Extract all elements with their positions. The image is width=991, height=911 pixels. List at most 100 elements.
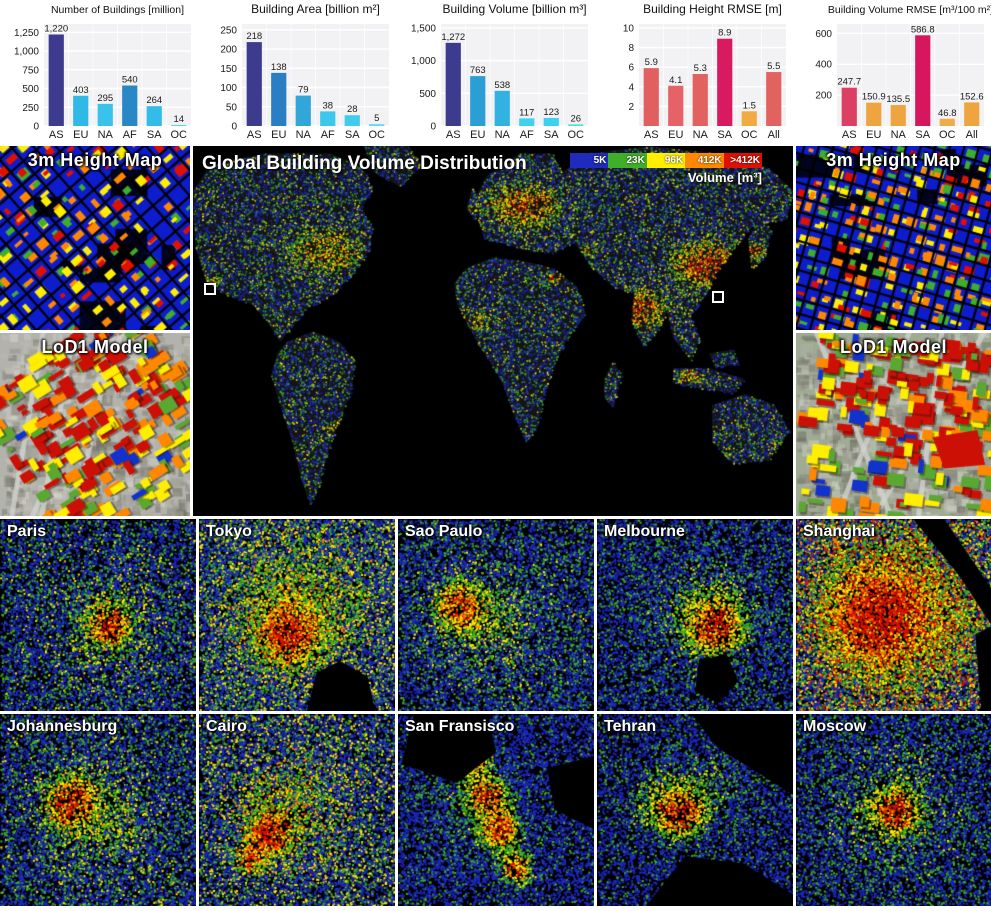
svg-text:295: 295 <box>97 93 113 104</box>
svg-text:4: 4 <box>628 82 634 93</box>
svg-text:Number of Buildings [million]: Number of Buildings [million] <box>51 4 184 16</box>
height-map-panel-right: 3m Height Map <box>796 146 991 330</box>
svg-text:SA: SA <box>717 129 732 141</box>
svg-text:138: 138 <box>271 62 287 73</box>
svg-text:4.1: 4.1 <box>669 75 682 86</box>
svg-text:763: 763 <box>469 65 485 76</box>
svg-text:EU: EU <box>668 129 683 141</box>
city-row-1: Paris Tokyo Sao Paulo Melbourne Shanghai <box>0 519 991 711</box>
svg-text:0: 0 <box>232 122 238 133</box>
svg-text:152.6: 152.6 <box>960 91 984 102</box>
city-panel-shanghai: Shanghai <box>796 519 991 711</box>
svg-text:8: 8 <box>628 43 634 54</box>
svg-text:AF: AF <box>321 129 335 141</box>
svg-text:AS: AS <box>644 129 659 141</box>
city-panel-melbourne: Melbourne <box>597 519 793 711</box>
city-map-shanghai <box>796 519 991 711</box>
city-label: Sao Paulo <box>405 523 483 540</box>
svg-text:1,220: 1,220 <box>44 24 68 35</box>
svg-text:Building Volume RMSE [m³/100 m: Building Volume RMSE [m³/100 m²] <box>828 4 991 16</box>
height-map-label-right: 3m Height Map <box>826 150 961 170</box>
svg-text:538: 538 <box>494 80 510 91</box>
city-label: Tokyo <box>206 523 252 540</box>
svg-text:1,000: 1,000 <box>410 56 435 67</box>
svg-text:1,272: 1,272 <box>441 32 465 43</box>
city-map-paris <box>0 519 196 711</box>
svg-text:264: 264 <box>146 95 162 106</box>
legend-label: 23K <box>626 155 645 166</box>
svg-text:All: All <box>966 129 978 141</box>
svg-text:8.9: 8.9 <box>718 28 731 39</box>
city-label: Shanghai <box>803 523 876 540</box>
height-map-label-left: 3m Height Map <box>27 150 163 170</box>
svg-text:Building Volume [billion m³]: Building Volume [billion m³] <box>442 2 586 16</box>
map-title: Global Building Volume Distribution <box>202 153 527 174</box>
legend-label: 96K <box>664 155 684 166</box>
svg-text:26: 26 <box>570 113 581 124</box>
city-panel-san-fransisco: San Fransisco <box>398 714 594 906</box>
legend-label: 412K <box>697 155 722 166</box>
world-map-image <box>193 146 793 516</box>
map-marker-san-francisco <box>204 283 216 295</box>
svg-text:NA: NA <box>296 129 312 141</box>
svg-text:150: 150 <box>221 64 238 75</box>
svg-text:2: 2 <box>628 102 634 113</box>
svg-text:123: 123 <box>543 107 559 118</box>
svg-text:EU: EU <box>271 129 286 141</box>
lod1-label-right: LoD1 Model <box>840 337 947 357</box>
city-panel-johannesburg: Johannesburg <box>0 714 196 906</box>
svg-text:150.9: 150.9 <box>862 92 886 103</box>
svg-text:540: 540 <box>122 75 138 86</box>
chart-building-volume: 0 500 1,000 1,500 1,272 AS 763 EU 538 NA 117 AF 123 S… <box>410 2 588 141</box>
svg-text:500: 500 <box>22 84 39 95</box>
svg-text:250: 250 <box>22 103 39 114</box>
height-map-image-right <box>796 146 991 330</box>
city-map-tokyo <box>199 519 395 711</box>
svg-text:AS: AS <box>445 129 460 141</box>
city-label: Johannesburg <box>7 718 118 735</box>
svg-text:NA: NA <box>98 129 114 141</box>
svg-text:1.5: 1.5 <box>742 100 755 111</box>
svg-text:All: All <box>767 129 779 141</box>
city-label: Tehran <box>604 718 657 735</box>
legend-label: >412K <box>730 155 761 166</box>
svg-text:5: 5 <box>374 113 379 124</box>
legend-label: 5K <box>593 155 607 166</box>
svg-text:SA: SA <box>345 129 360 141</box>
chart-number-of-buildings: 0 250 500 750 1,000 1,250 1,220 AS 403 EU 295 NA 540… <box>14 4 191 141</box>
legend-segment-over-412k: >412K <box>723 153 763 168</box>
svg-text:SA: SA <box>915 129 930 141</box>
svg-text:5.3: 5.3 <box>693 63 706 74</box>
svg-text:500: 500 <box>419 89 436 100</box>
city-panel-paris: Paris <box>0 519 196 711</box>
city-map-melbourne <box>597 519 793 711</box>
city-panel-moscow: Moscow <box>796 714 991 906</box>
svg-text:5.5: 5.5 <box>767 61 780 72</box>
svg-text:218: 218 <box>247 31 263 42</box>
svg-text:586.8: 586.8 <box>911 24 935 35</box>
volume-legend: 5K 23K 96K 412K >412K Volume [m³] <box>570 153 763 185</box>
city-label: Melbourne <box>604 523 685 540</box>
legend-colorbar: 5K 23K 96K 412K >412K <box>570 153 763 168</box>
svg-text:AF: AF <box>123 129 137 141</box>
city-label: San Fransisco <box>405 718 515 735</box>
svg-text:AF: AF <box>519 129 533 141</box>
svg-text:NA: NA <box>692 129 708 141</box>
city-map-johannesburg <box>0 714 196 906</box>
svg-text:200: 200 <box>221 45 238 56</box>
svg-text:100: 100 <box>221 83 238 94</box>
svg-text:135.5: 135.5 <box>886 94 910 105</box>
svg-text:1,000: 1,000 <box>14 47 39 58</box>
svg-text:250: 250 <box>221 25 238 36</box>
city-panel-cairo: Cairo <box>199 714 395 906</box>
lod1-label-left: LoD1 Model <box>41 337 149 357</box>
svg-text:750: 750 <box>22 65 39 76</box>
svg-text:50: 50 <box>226 102 238 113</box>
svg-text:79: 79 <box>298 85 309 96</box>
svg-text:5.9: 5.9 <box>644 57 657 68</box>
svg-text:400: 400 <box>815 60 832 71</box>
legend-segment-23k: 23K <box>608 153 647 168</box>
svg-text:EU: EU <box>73 129 88 141</box>
svg-text:OC: OC <box>741 129 758 141</box>
